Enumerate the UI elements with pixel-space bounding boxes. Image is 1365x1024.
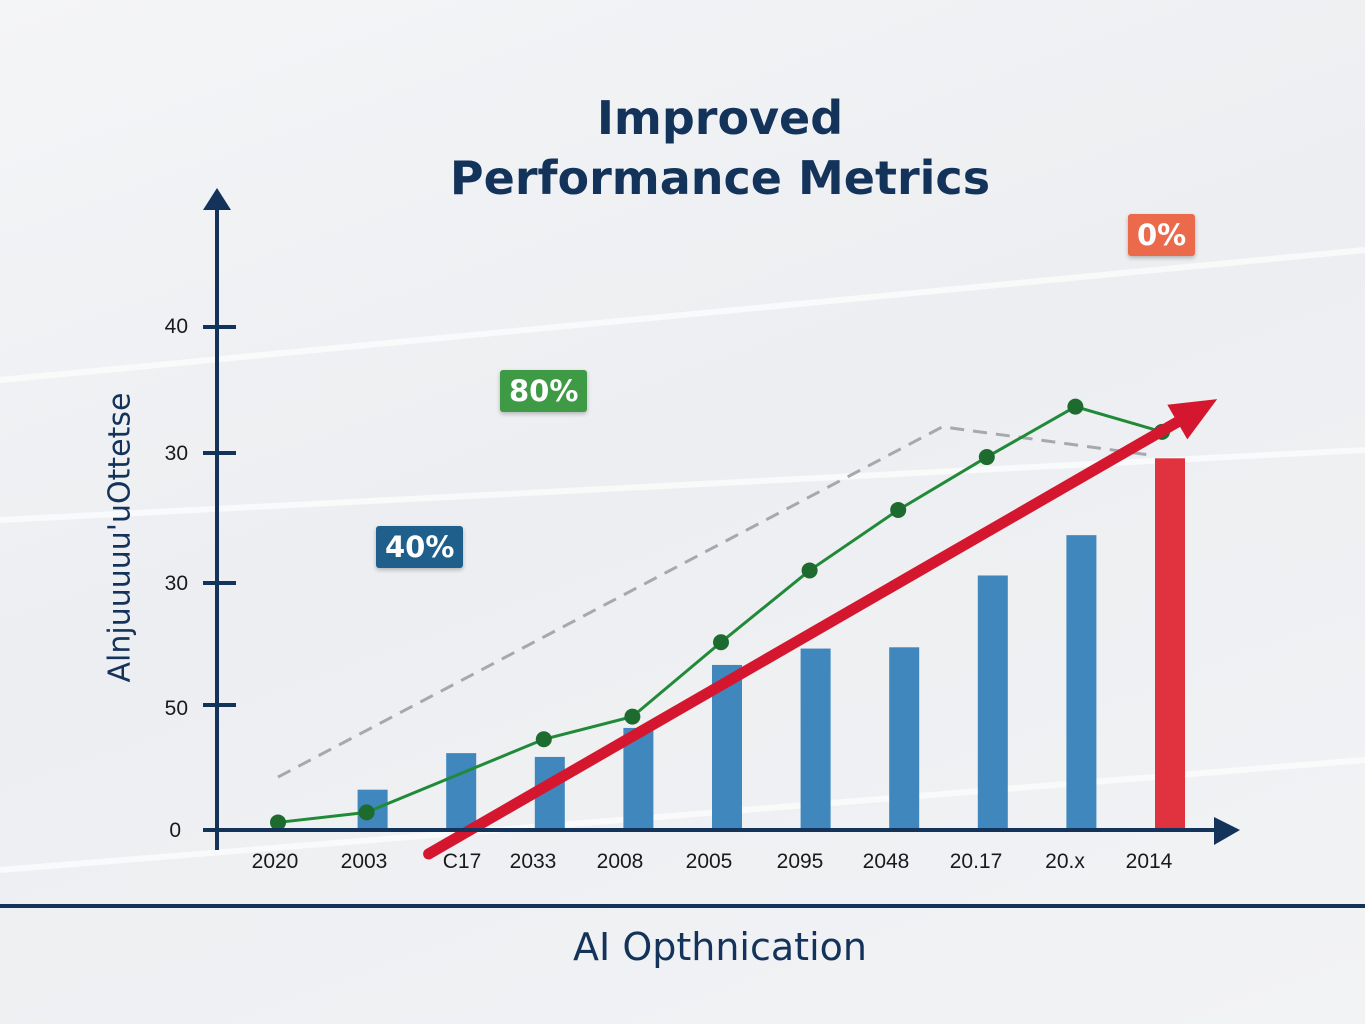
x-tick-label: 20.x [1045,850,1085,873]
x-tick-label: 20.17 [949,850,1003,873]
annotation-badge-0: 0% [1128,214,1196,256]
background-streak [0,447,1365,523]
line-point [978,449,995,466]
x-tick-label: C17 [442,850,482,873]
bar [977,575,1008,830]
x-tick-label: 2095 [776,850,824,873]
y-tick-label: 0 [169,819,181,842]
y-tick-label: 30 [164,442,188,465]
line-point [801,562,818,579]
x-tick-label: 2003 [340,850,388,873]
line-point [890,501,907,518]
line-point [358,804,375,821]
x-axis-label: AI Opthnication [573,925,867,969]
y-axis-label: Alnjuuuuu'uOttetse [102,392,138,683]
background-streaks [0,247,1365,873]
x-tick-label: 2048 [862,850,910,873]
y-tick-label: 30 [164,572,188,595]
bar [1155,458,1185,830]
y-tick-label: 50 [164,697,188,720]
background-streak [0,247,1365,383]
x-tick-label: 2020 [251,850,299,873]
annotation-badge-40: 40% [376,526,464,568]
line-point [270,814,286,831]
trend-arrow-head [1167,399,1218,440]
trend-arrow [423,399,1218,860]
bar [800,648,831,830]
line-point [1067,398,1084,415]
x-axis-arrow [1214,817,1240,845]
line-point [624,708,641,725]
line-series [270,398,1170,831]
x-tick-label: 2014 [1125,850,1173,873]
background-streak [0,757,1365,873]
bar [889,647,920,830]
bar [1066,535,1097,830]
x-tick-label: 2008 [596,850,644,873]
chart-title-line-2: Performance Metrics [449,151,991,205]
chart-title: Improved Performance Metrics [340,88,1100,208]
annotation-badge-80: 80% [500,370,588,412]
line-point [535,731,552,748]
x-tick-label: 2033 [509,850,557,873]
x-tick-label: 2005 [685,850,733,873]
bar [446,753,477,830]
y-tick-label: 40 [164,315,188,338]
axes [0,188,1365,908]
chart-title-line-1: Improved [596,91,844,145]
line-series-path [277,405,1163,824]
bars [357,458,1185,830]
line-point [713,634,729,651]
trend-arrow-shaft [423,416,1183,860]
y-axis-arrow [203,188,231,210]
